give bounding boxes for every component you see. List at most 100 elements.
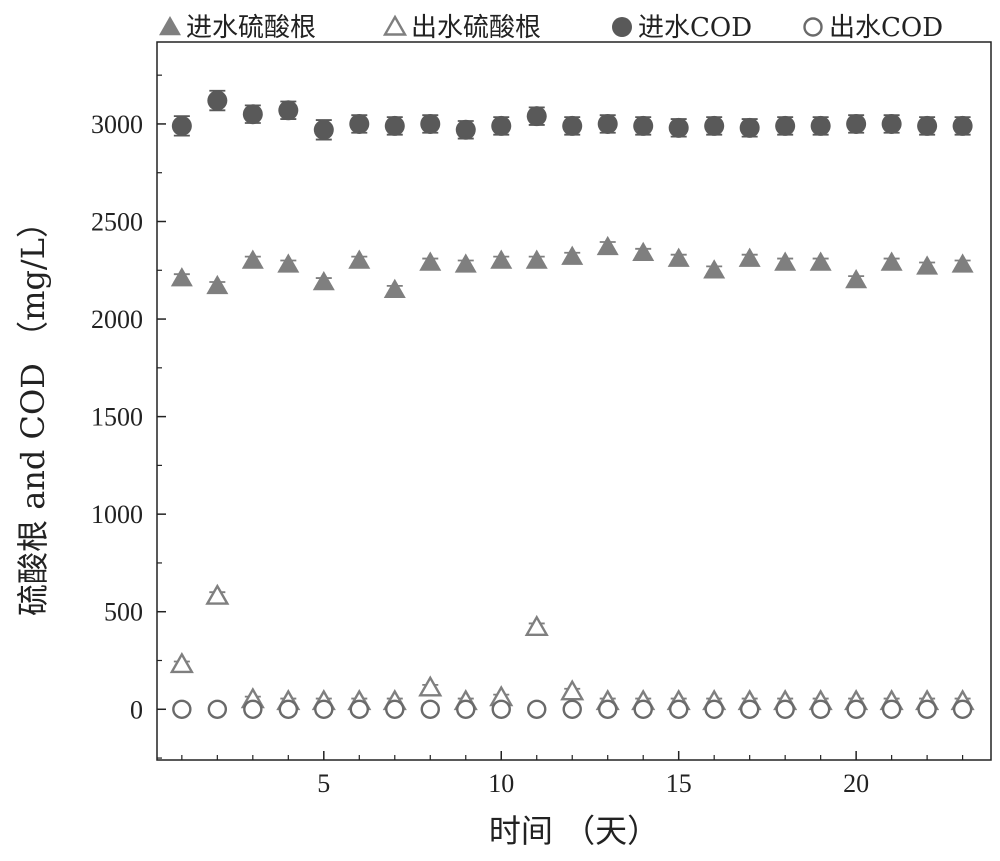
data-point [491, 699, 511, 719]
data-point [810, 699, 831, 719]
data-point [917, 699, 937, 719]
data-point [597, 113, 618, 134]
legend-item-3: 进水COD [612, 13, 752, 43]
legend-marker [803, 17, 823, 37]
y-tick-label: 2500 [91, 208, 143, 237]
data-point [385, 699, 405, 719]
data-point [170, 267, 193, 287]
x-axis-title: 时间 （天） [489, 812, 659, 850]
data-marks [169, 89, 975, 719]
data-point [312, 270, 335, 291]
data-point [278, 699, 299, 719]
plot-frame [156, 41, 992, 761]
data-point [418, 675, 443, 697]
data-point [561, 245, 584, 265]
data-point [456, 699, 476, 719]
data-point [598, 699, 618, 719]
data-point [526, 106, 547, 127]
series-2 [169, 583, 975, 711]
data-point [881, 113, 902, 134]
data-point [880, 251, 903, 271]
data-point [455, 119, 476, 140]
y-axis-title: 硫酸根 and COD （mg/L） [14, 206, 52, 616]
data-point [704, 699, 724, 719]
data-point [205, 583, 230, 605]
data-point [314, 699, 334, 719]
data-point [596, 235, 619, 256]
data-point [490, 249, 513, 269]
data-point [632, 241, 655, 261]
data-point [952, 699, 973, 719]
data-point [525, 249, 548, 269]
data-point [633, 115, 654, 136]
legend-label: 出水硫酸根 [411, 13, 541, 43]
series-1 [170, 235, 974, 299]
data-point [916, 255, 939, 275]
y-tick-label: 3000 [91, 110, 143, 139]
data-point [241, 249, 264, 269]
data-point [491, 115, 512, 136]
legend-label: 进水硫酸根 [186, 13, 316, 43]
data-point [846, 113, 867, 134]
legend-label: 进水COD [638, 13, 752, 43]
y-tick-label: 500 [104, 598, 143, 627]
data-point [775, 115, 796, 136]
data-point [313, 119, 334, 140]
legend-label: 出水COD [829, 13, 943, 43]
x-tick-label: 10 [488, 769, 514, 798]
legend-item-1: 进水硫酸根 [159, 13, 316, 43]
data-point [952, 115, 973, 136]
legend-item-4: 出水COD [803, 13, 943, 43]
data-point [775, 699, 795, 719]
data-point [739, 699, 760, 719]
data-point [349, 699, 369, 719]
data-point [667, 247, 690, 267]
y-tick-label: 0 [130, 695, 143, 724]
data-point [562, 115, 583, 136]
legend: 进水硫酸根 出水硫酸根 进水COD 出水COD [159, 13, 943, 43]
data-point [278, 100, 299, 121]
data-point [917, 115, 938, 136]
data-point [206, 274, 229, 295]
x-tick-label: 15 [666, 769, 692, 798]
y-axis: 0 500 1000 1500 2000 2500 3000 [91, 74, 166, 759]
data-point [633, 699, 653, 719]
data-point [951, 253, 974, 273]
data-point [171, 115, 192, 136]
data-point [243, 699, 263, 719]
data-point [845, 269, 868, 289]
data-point [774, 251, 797, 271]
data-point [277, 253, 300, 273]
data-point [420, 113, 441, 134]
data-point [454, 253, 477, 273]
data-point [169, 651, 194, 674]
data-point [668, 117, 689, 138]
data-point [420, 699, 440, 719]
data-point [703, 259, 726, 279]
data-point [384, 115, 405, 136]
data-point [560, 679, 585, 701]
data-point [846, 699, 866, 719]
data-point [207, 699, 228, 719]
data-point [349, 113, 370, 134]
data-point [383, 278, 406, 299]
data-point [739, 117, 760, 138]
data-point [242, 104, 263, 125]
series-4 [172, 699, 973, 719]
data-point [704, 115, 725, 136]
legend-marker [382, 14, 408, 36]
data-point [668, 699, 689, 719]
data-point [881, 699, 902, 719]
legend-marker [159, 16, 181, 36]
data-point [738, 247, 761, 267]
series-3 [171, 89, 973, 141]
data-point [172, 699, 192, 719]
legend-marker [612, 17, 632, 37]
y-tick-label: 2000 [91, 305, 143, 334]
y-tick-label: 1500 [91, 403, 143, 432]
x-tick-label: 20 [843, 769, 869, 798]
y-tick-label: 1000 [91, 500, 143, 529]
data-point [348, 249, 371, 269]
data-point [562, 699, 582, 719]
